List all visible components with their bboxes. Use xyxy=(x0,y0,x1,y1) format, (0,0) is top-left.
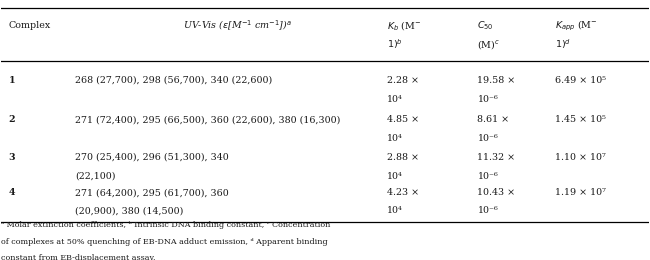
Text: 1.19 × 10⁷: 1.19 × 10⁷ xyxy=(555,188,606,197)
Text: $\mathit{C_{50}}$: $\mathit{C_{50}}$ xyxy=(477,20,494,32)
Text: 3: 3 xyxy=(8,153,15,162)
Text: of complexes at 50% quenching of EB-DNA adduct emission, ᵈ Apparent binding: of complexes at 50% quenching of EB-DNA … xyxy=(1,238,328,246)
Text: 10⁻⁶: 10⁻⁶ xyxy=(477,134,498,144)
Text: 1.45 × 10⁵: 1.45 × 10⁵ xyxy=(555,115,606,125)
Text: 1.10 × 10⁷: 1.10 × 10⁷ xyxy=(555,153,606,162)
Text: 10⁻⁶: 10⁻⁶ xyxy=(477,172,498,180)
Text: 8.61 ×: 8.61 × xyxy=(477,115,510,125)
Text: (22,100): (22,100) xyxy=(75,172,116,180)
Text: 10⁴: 10⁴ xyxy=(387,95,402,104)
Text: 4.23 ×: 4.23 × xyxy=(387,188,419,197)
Text: 6.49 × 10⁵: 6.49 × 10⁵ xyxy=(555,76,606,85)
Text: 10⁴: 10⁴ xyxy=(387,134,402,144)
Text: 270 (25,400), 296 (51,300), 340: 270 (25,400), 296 (51,300), 340 xyxy=(75,153,229,162)
Text: $\mathit{1})^{d}$: $\mathit{1})^{d}$ xyxy=(555,38,571,51)
Text: 2: 2 xyxy=(8,115,15,125)
Text: $\mathit{1})^{b}$: $\mathit{1})^{b}$ xyxy=(387,38,402,51)
Text: $\mathit{K_{app}}$ (M$^{-}$: $\mathit{K_{app}}$ (M$^{-}$ xyxy=(555,19,597,33)
Text: 2.88 ×: 2.88 × xyxy=(387,153,419,162)
Text: Complex: Complex xyxy=(8,21,51,30)
Text: 1: 1 xyxy=(8,76,15,85)
Text: ᵃ Molar extinction coefficients, ᵇ Intrinsic DNA binding constant, ᶜ Concentrati: ᵃ Molar extinction coefficients, ᵇ Intri… xyxy=(1,221,330,229)
Text: 11.32 ×: 11.32 × xyxy=(477,153,515,162)
Text: $\mathit{K_b}$ (M$^{-}$: $\mathit{K_b}$ (M$^{-}$ xyxy=(387,19,421,32)
Text: 4: 4 xyxy=(8,188,15,197)
Text: 10⁴: 10⁴ xyxy=(387,172,402,180)
Text: 271 (64,200), 295 (61,700), 360: 271 (64,200), 295 (61,700), 360 xyxy=(75,188,229,197)
Text: (M)$^{c}$: (M)$^{c}$ xyxy=(477,38,500,51)
Text: 10.43 ×: 10.43 × xyxy=(477,188,515,197)
Text: constant from EB-displacement assay.: constant from EB-displacement assay. xyxy=(1,255,155,260)
Text: 268 (27,700), 298 (56,700), 340 (22,600): 268 (27,700), 298 (56,700), 340 (22,600) xyxy=(75,76,272,85)
Text: 19.58 ×: 19.58 × xyxy=(477,76,515,85)
Text: 2.28 ×: 2.28 × xyxy=(387,76,419,85)
Text: 4.85 ×: 4.85 × xyxy=(387,115,419,125)
Text: 271 (72,400), 295 (66,500), 360 (22,600), 380 (16,300): 271 (72,400), 295 (66,500), 360 (22,600)… xyxy=(75,115,341,125)
Text: 10⁻⁶: 10⁻⁶ xyxy=(477,95,498,104)
Text: UV-Vis ($\varepsilon$[M$^{-1}$ cm$^{-1}$])$^{a}$: UV-Vis ($\varepsilon$[M$^{-1}$ cm$^{-1}$… xyxy=(183,19,292,33)
Text: 10⁻⁶: 10⁻⁶ xyxy=(477,206,498,216)
Text: (20,900), 380 (14,500): (20,900), 380 (14,500) xyxy=(75,206,184,216)
Text: 10⁴: 10⁴ xyxy=(387,206,402,216)
